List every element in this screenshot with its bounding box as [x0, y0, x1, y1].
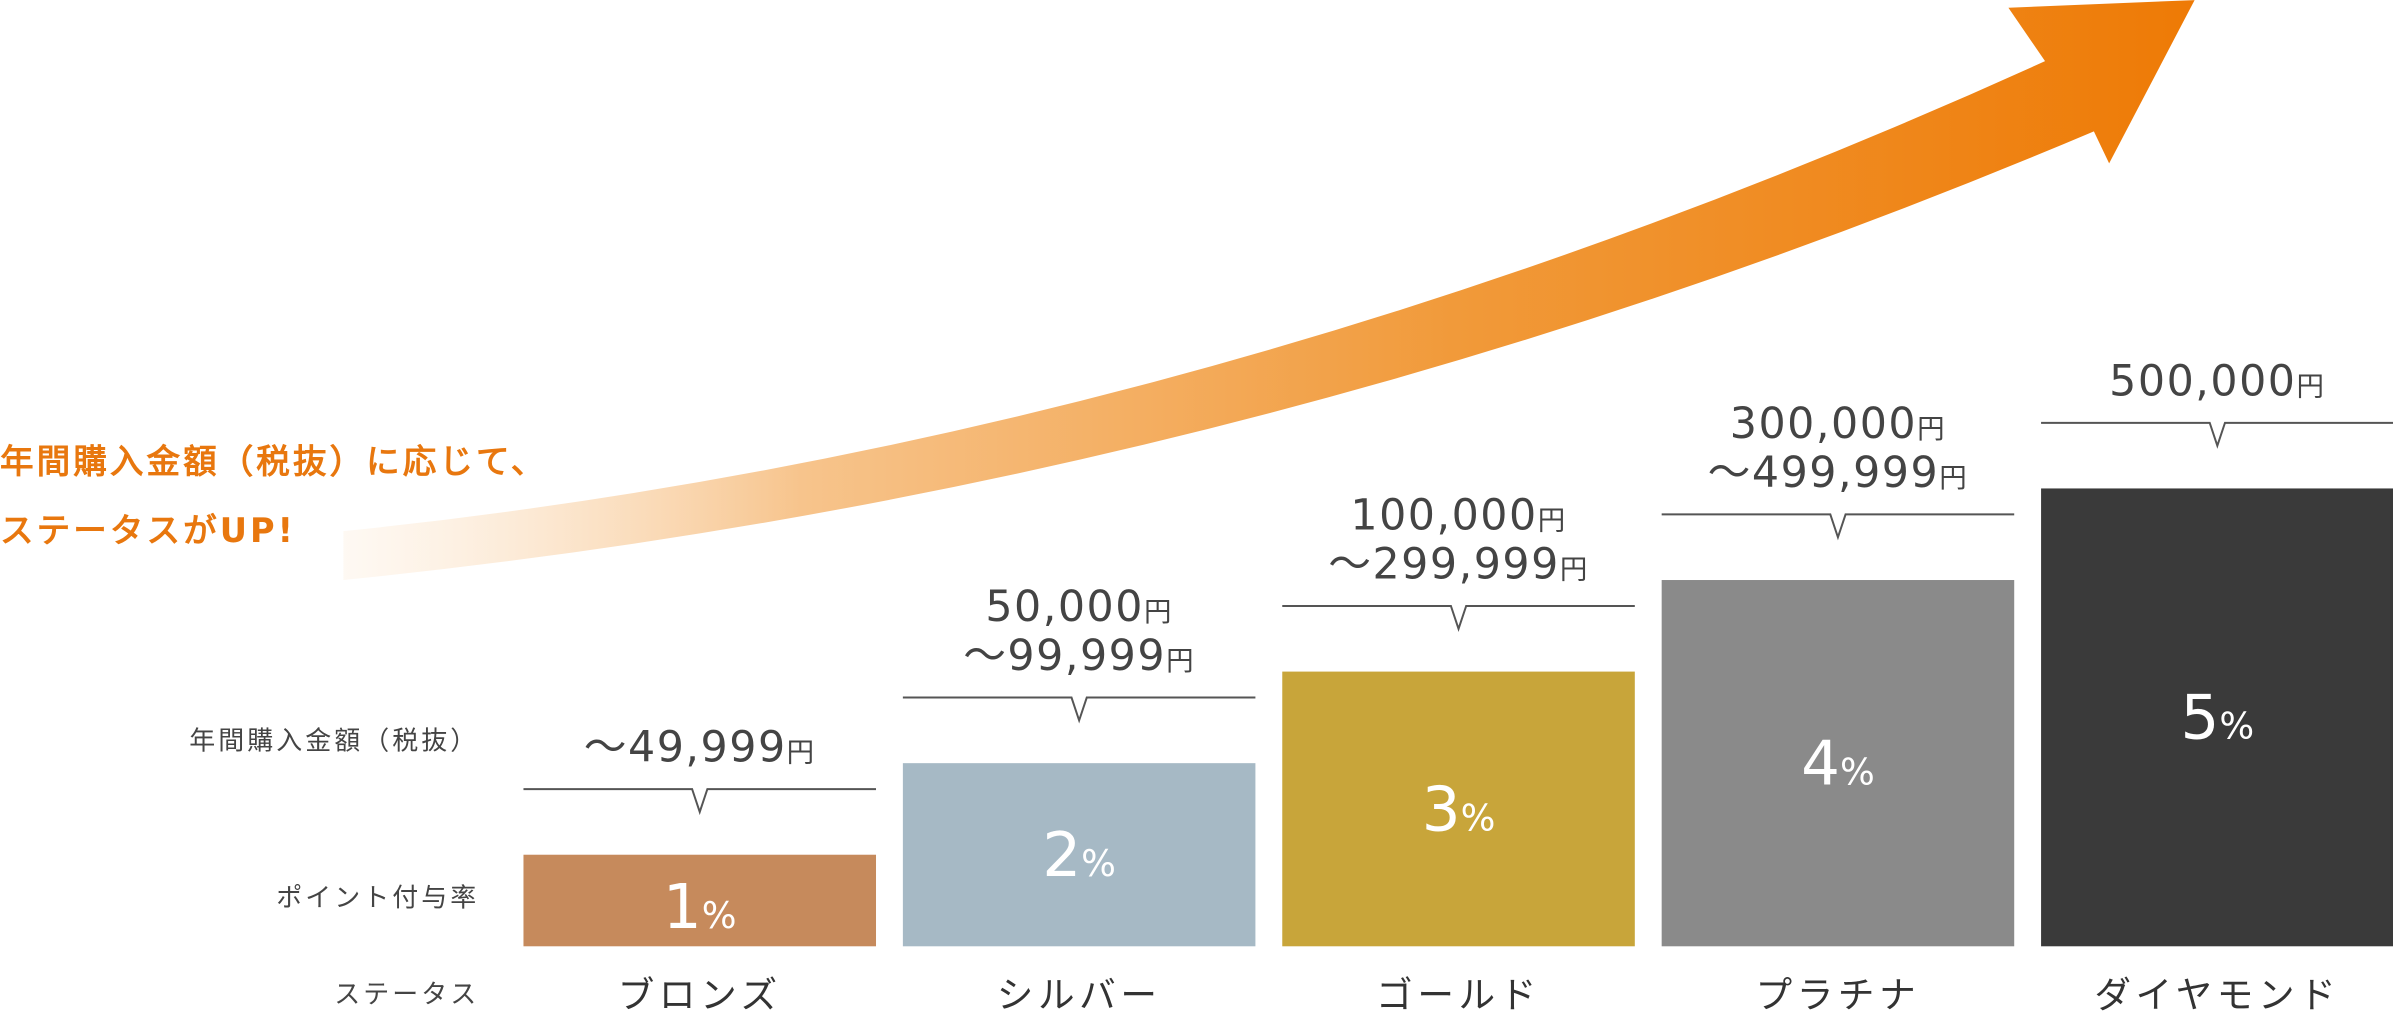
price-range-main: 300,000 — [1730, 399, 1917, 449]
price-range-unit: 円 — [1917, 414, 1946, 445]
range-divider — [1661, 513, 2015, 541]
price-range-main: 100,000 — [1350, 491, 1537, 541]
bar — [1282, 671, 1635, 947]
value-label: 5% — [2181, 683, 2255, 754]
price-range: ～99,999円 — [963, 631, 1195, 681]
price-range-main: ～49,999 — [584, 723, 787, 773]
price-range: ～49,999円 — [584, 723, 816, 773]
headline: ステータスがUP! — [0, 511, 296, 550]
bar — [1661, 580, 2015, 947]
value-label-unit: % — [1840, 751, 1875, 794]
value-label-main: 3 — [1422, 774, 1461, 845]
headline: 年間購入金額（税抜）に応じて、 — [0, 442, 548, 481]
bar — [902, 763, 1256, 947]
row-label: ステータス — [334, 980, 479, 1010]
status-label: ゴールド — [1376, 973, 1541, 1012]
price-range-main: 500,000 — [2109, 356, 2296, 406]
price-range: ～299,999円 — [1328, 539, 1589, 589]
range-divider — [2041, 421, 2393, 449]
value-label-unit: % — [702, 894, 737, 937]
range-divider — [523, 788, 877, 816]
growth-arrow — [343, 0, 2195, 581]
row-label: 年間購入金額（税抜） — [189, 726, 479, 756]
price-range: 300,000円 — [1730, 399, 1946, 449]
price-range-unit: 円 — [1166, 646, 1195, 677]
row-label: ポイント付与率 — [276, 884, 479, 914]
price-range-main: 50,000 — [985, 582, 1144, 632]
value-label: 2% — [1042, 820, 1116, 891]
status-label: シルバー — [997, 973, 1162, 1012]
price-range-main: ～499,999 — [1708, 448, 1940, 498]
range-divider — [1282, 604, 1635, 632]
price-range: 50,000円 — [985, 582, 1173, 632]
value-label-main: 2 — [1042, 820, 1081, 891]
price-range-unit: 円 — [1560, 554, 1589, 585]
price-range: ～499,999円 — [1708, 448, 1969, 498]
status-label: ブロンズ — [618, 973, 782, 1012]
value-label: 3% — [1422, 774, 1496, 845]
value-label-main: 4 — [1801, 729, 1840, 800]
value-label: 4% — [1801, 729, 1875, 800]
value-label: 1% — [663, 872, 737, 943]
price-range-unit: 円 — [1144, 597, 1173, 628]
value-label-unit: % — [1081, 842, 1116, 885]
price-range-unit: 円 — [787, 738, 816, 769]
range-divider — [902, 696, 1256, 724]
price-range-main: ～99,999 — [963, 631, 1166, 681]
value-label-main: 1 — [663, 872, 702, 943]
price-range-unit: 円 — [2297, 371, 2326, 402]
price-range-unit: 円 — [1939, 463, 1968, 494]
price-range-unit: 円 — [1538, 506, 1567, 537]
status-label: プラチナ — [1756, 973, 1921, 1012]
value-label-unit: % — [2219, 705, 2254, 748]
price-range: 100,000円 — [1350, 491, 1566, 541]
bar — [523, 854, 877, 947]
bar — [2041, 488, 2393, 947]
value-label-unit: % — [1461, 796, 1496, 839]
price-range: 500,000円 — [2109, 356, 2325, 406]
value-label-main: 5 — [2181, 683, 2220, 754]
status-label: ダイヤモンド — [2094, 973, 2340, 1012]
price-range-main: ～299,999 — [1328, 539, 1560, 589]
